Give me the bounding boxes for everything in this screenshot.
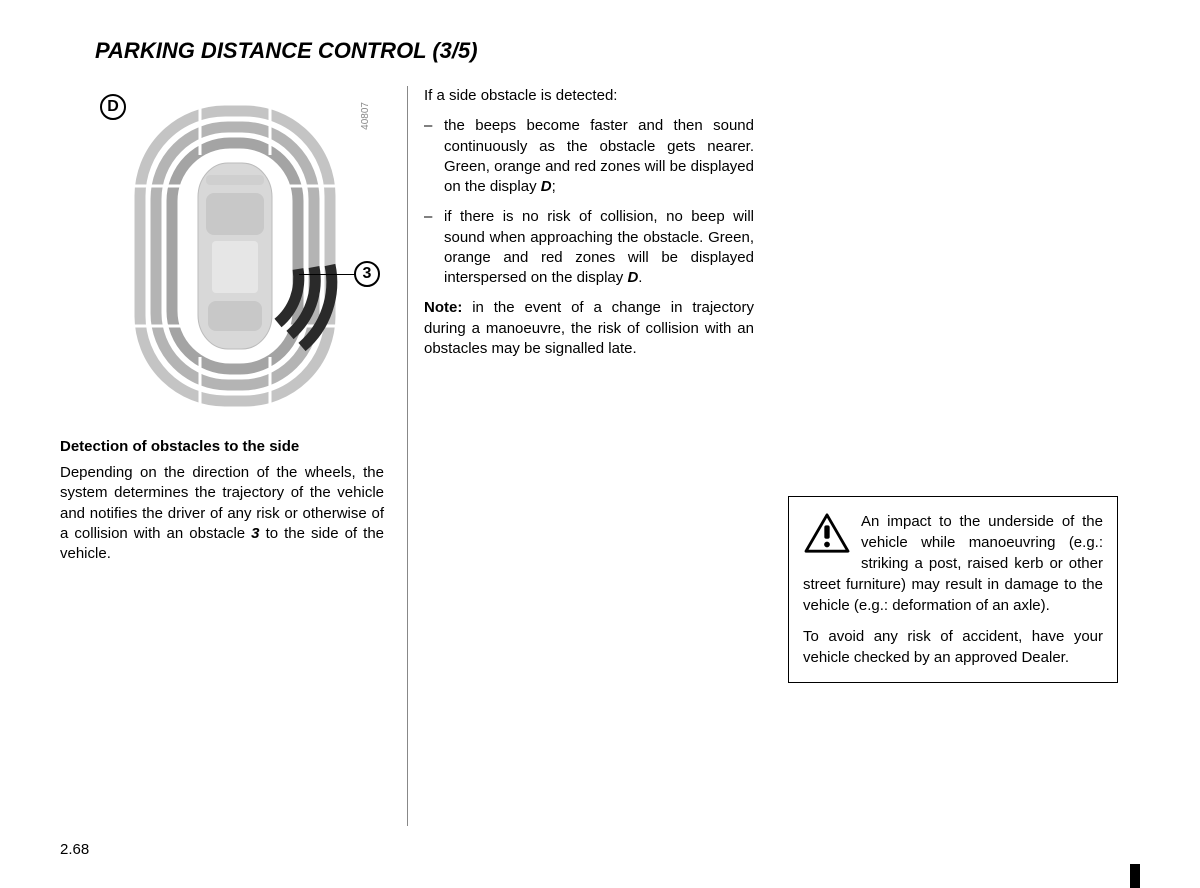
image-code: 40807 [360, 102, 371, 130]
page-number: 2.68 [60, 841, 89, 858]
warning-icon [803, 513, 851, 555]
col2-bullet-list: the beeps become faster and then sound c… [424, 116, 754, 288]
bullet-1-pre: the beeps become faster and then sound c… [444, 117, 754, 195]
note-label: Note: [424, 299, 462, 316]
warning-p2: To avoid any risk of accident, have your… [803, 626, 1103, 668]
col1-subhead: Detection of obstacles to the side [60, 438, 390, 455]
column-2: If a side obstacle is detected: the beep… [424, 86, 754, 683]
car-sensor-svg [120, 91, 350, 421]
note-text: in the event of a change in trajectory d… [424, 299, 754, 357]
col1-ref-3: 3 [251, 525, 259, 542]
bullet-1: the beeps become faster and then sound c… [424, 116, 754, 197]
bullet-1-ref: D [541, 178, 552, 195]
diagram-label-3: 3 [354, 261, 380, 287]
col2-note: Note: in the event of a change in trajec… [424, 298, 754, 359]
column-3: An impact to the underside of the vehicl… [788, 86, 1118, 683]
column-divider [407, 86, 408, 826]
bullet-2-post: . [638, 269, 642, 286]
parking-sensor-diagram: D 40807 [60, 86, 390, 426]
bullet-2: if there is no risk of collision, no bee… [424, 207, 754, 288]
corner-mark [1130, 864, 1140, 888]
bullet-2-pre: if there is no risk of collision, no bee… [444, 208, 754, 286]
bullet-1-post: ; [552, 178, 556, 195]
column-1: D 40807 [60, 86, 390, 683]
bullet-2-ref: D [627, 269, 638, 286]
leader-line-3 [299, 274, 355, 275]
content-columns: D 40807 [60, 86, 1140, 683]
page-title: PARKING DISTANCE CONTROL (3/5) [95, 38, 1140, 64]
col2-intro: If a side obstacle is detected: [424, 86, 754, 106]
warning-box: An impact to the underside of the vehicl… [788, 496, 1118, 683]
col1-paragraph: Depending on the direction of the wheels… [60, 463, 390, 564]
